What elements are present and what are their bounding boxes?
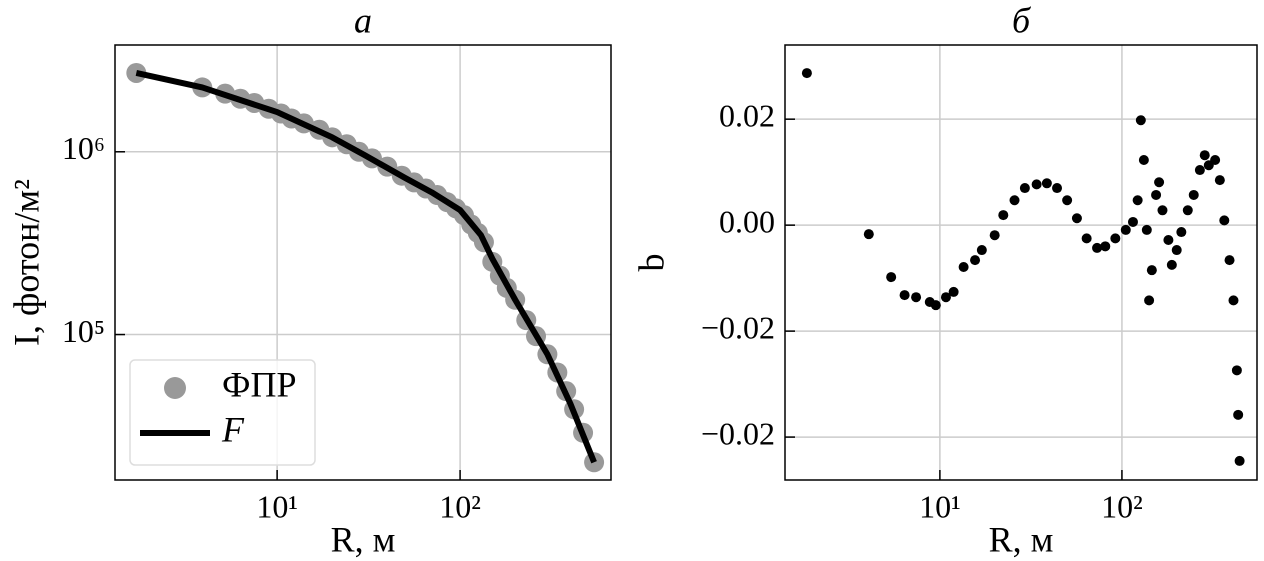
point [1176, 227, 1187, 238]
point [1219, 215, 1230, 226]
point [1166, 259, 1177, 270]
point [1210, 154, 1221, 165]
y-tick-label: 0.02 [719, 98, 775, 134]
point [1144, 295, 1155, 306]
y-axis-label: I, фотон/м² [6, 179, 46, 346]
point [1228, 295, 1239, 306]
y-tick-label: 10⁶ [62, 130, 105, 166]
point [1163, 234, 1174, 245]
point [1009, 195, 1020, 206]
point [1233, 409, 1244, 420]
point [1214, 175, 1225, 186]
chart-title: а [354, 0, 372, 40]
point [1182, 205, 1193, 216]
x-axis-label: R, м [989, 519, 1054, 559]
point [1171, 245, 1182, 256]
plot-area [126, 62, 605, 473]
chart-title: б [1012, 0, 1032, 40]
point [1224, 255, 1235, 266]
point [1100, 241, 1111, 252]
point [1071, 213, 1082, 224]
point [1132, 195, 1143, 206]
point [930, 300, 941, 311]
point [1127, 216, 1138, 227]
point [1157, 205, 1168, 216]
y-tick-label: 0.00 [719, 203, 775, 239]
point [1234, 455, 1245, 466]
x-tick-label: 10¹ [256, 488, 298, 524]
y-axis-label: b [631, 254, 671, 272]
point [1081, 233, 1092, 244]
x-tick-label: 10² [1101, 488, 1143, 524]
legend-label: F [221, 409, 245, 449]
point [911, 292, 922, 303]
y-tick-label: −0.02 [701, 309, 775, 345]
axes-frame [114, 44, 612, 481]
point [1151, 189, 1162, 200]
line [135, 70, 597, 464]
point [1019, 183, 1030, 194]
point [1062, 195, 1073, 206]
point [1146, 265, 1157, 276]
point [1194, 165, 1205, 176]
point [1188, 189, 1199, 200]
point [958, 262, 969, 273]
point [1092, 242, 1103, 253]
legend-marker [164, 377, 186, 399]
x-axis-label: R, м [331, 519, 396, 559]
point [970, 255, 981, 266]
point [1110, 233, 1121, 244]
point [1041, 178, 1052, 189]
point [948, 286, 959, 297]
point [886, 272, 897, 283]
plot-area [801, 68, 1245, 466]
point [989, 230, 1000, 241]
point [1231, 365, 1242, 376]
point [1138, 154, 1149, 165]
point [998, 210, 1009, 221]
point [1052, 183, 1063, 194]
x-tick-label: 10¹ [919, 488, 961, 524]
point [976, 245, 987, 256]
legend-label: ФПР [222, 364, 296, 404]
point [801, 68, 812, 79]
point [1031, 179, 1042, 190]
point [1141, 224, 1152, 235]
point [940, 292, 951, 303]
point [1199, 150, 1210, 161]
point [1154, 177, 1165, 188]
point [1135, 115, 1146, 126]
x-tick-label: 10² [439, 488, 481, 524]
axes-frame [784, 44, 1258, 481]
point [1120, 224, 1131, 235]
point [863, 229, 874, 240]
y-tick-label: 10⁵ [62, 313, 105, 349]
point [899, 290, 910, 301]
y-tick-label: −0.02 [701, 415, 775, 451]
